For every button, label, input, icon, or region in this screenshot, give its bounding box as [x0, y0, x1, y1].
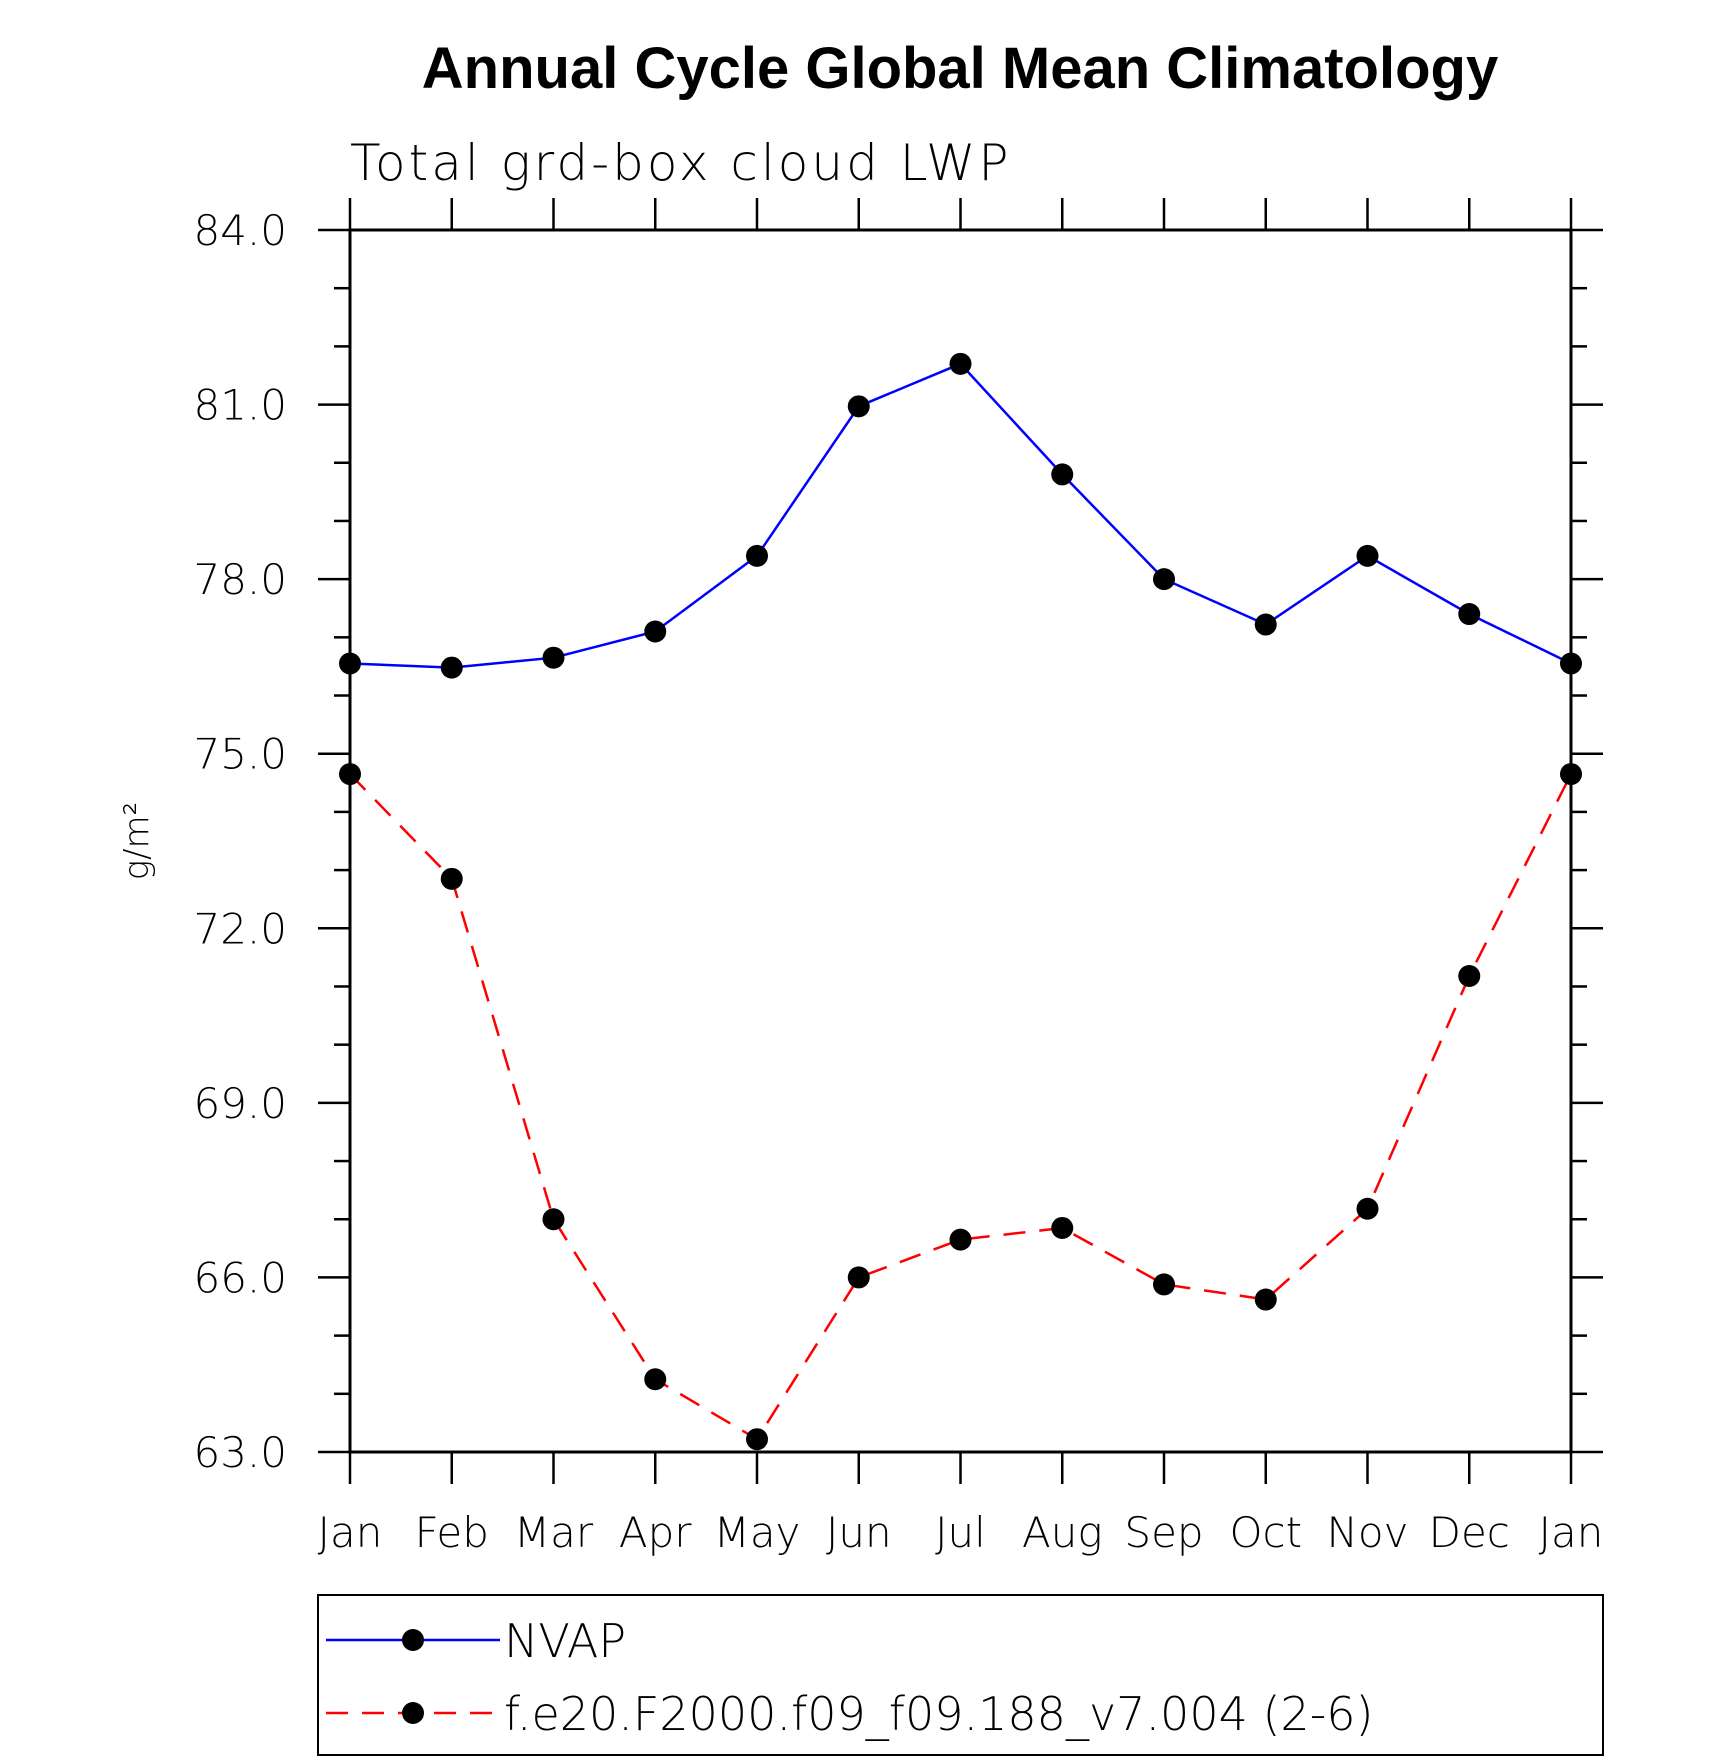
legend-box — [317, 1594, 1604, 1756]
data-point — [542, 1208, 565, 1231]
legend-label-nvap: NVAP — [504, 1614, 626, 1668]
legend-label-model: f.e20.F2000.f09_f09.188_v7.004 (2-6) — [504, 1687, 1374, 1741]
x-tick-label: Jan — [318, 1508, 383, 1557]
x-tick-label: Nov — [1327, 1508, 1409, 1557]
chart-subtitle: Total grd-box cloud LWP — [350, 134, 1012, 192]
axis-ticks — [318, 198, 1603, 1484]
data-point — [1356, 544, 1379, 567]
legend-marker-nvap — [402, 1629, 424, 1651]
chart-title: Annual Cycle Global Mean Climatology — [422, 36, 1498, 101]
y-tick-label: 63.0 — [193, 1428, 287, 1477]
data-point — [949, 1228, 972, 1251]
x-tick-label: Feb — [415, 1508, 489, 1557]
x-tick-label: Dec — [1429, 1508, 1510, 1557]
data-point — [1560, 763, 1582, 786]
x-axis-tick-labels: Jan Feb Mar Apr May Jun Jul Aug Sep Oct Nov Dec Jan — [318, 1508, 1604, 1557]
series-layer — [339, 352, 1582, 1451]
x-tick-label: Mar — [514, 1508, 594, 1557]
data-point — [949, 352, 972, 375]
data-point — [1458, 603, 1481, 626]
y-tick-label: 66.0 — [193, 1253, 287, 1302]
data-point — [1153, 568, 1175, 591]
data-point — [644, 1368, 667, 1391]
x-tick-label: Jun — [826, 1508, 892, 1557]
data-point — [847, 395, 870, 418]
y-tick-label: 69.0 — [193, 1079, 287, 1128]
y-axis-label: g/m² — [117, 802, 157, 881]
data-point — [1051, 1216, 1074, 1239]
y-tick-label: 75.0 — [193, 730, 287, 779]
x-tick-label: Apr — [619, 1508, 692, 1557]
x-tick-label: Oct — [1229, 1508, 1302, 1557]
data-point — [339, 652, 361, 675]
x-tick-label: Sep — [1124, 1508, 1203, 1557]
y-tick-label: 78.0 — [193, 555, 287, 604]
x-tick-label: May — [714, 1508, 801, 1557]
data-point — [440, 656, 463, 679]
plot-frame — [348, 228, 1573, 1454]
y-tick-label: 84.0 — [193, 206, 287, 255]
y-tick-label: 72.0 — [193, 904, 287, 953]
legend: NVAP f.e20.F2000.f09_f09.188_v7.004 (2-6… — [317, 1594, 1604, 1756]
data-point — [1254, 613, 1277, 636]
data-point — [1254, 1288, 1277, 1311]
data-point — [1458, 965, 1481, 988]
data-point — [440, 867, 463, 890]
x-tick-label: Jan — [1539, 1508, 1604, 1557]
data-point — [746, 1428, 768, 1451]
data-point — [644, 620, 667, 643]
legend-marker-model — [402, 1702, 424, 1724]
data-point — [542, 646, 565, 669]
data-point — [1051, 463, 1074, 486]
data-point — [746, 544, 768, 567]
data-point — [339, 763, 361, 786]
series-line-0 — [349, 362, 1572, 669]
y-axis-tick-labels: 84.0 81.0 78.0 75.0 72.0 69.0 66.0 63.0 — [193, 206, 287, 1477]
data-point — [1560, 652, 1582, 675]
x-tick-label: Jul — [935, 1508, 986, 1557]
data-point — [1153, 1273, 1175, 1296]
y-tick-label: 81.0 — [193, 381, 287, 430]
data-point — [1356, 1197, 1379, 1220]
series-line-1 — [349, 773, 1573, 1441]
x-tick-label: Aug — [1022, 1508, 1103, 1557]
data-point — [847, 1266, 870, 1289]
